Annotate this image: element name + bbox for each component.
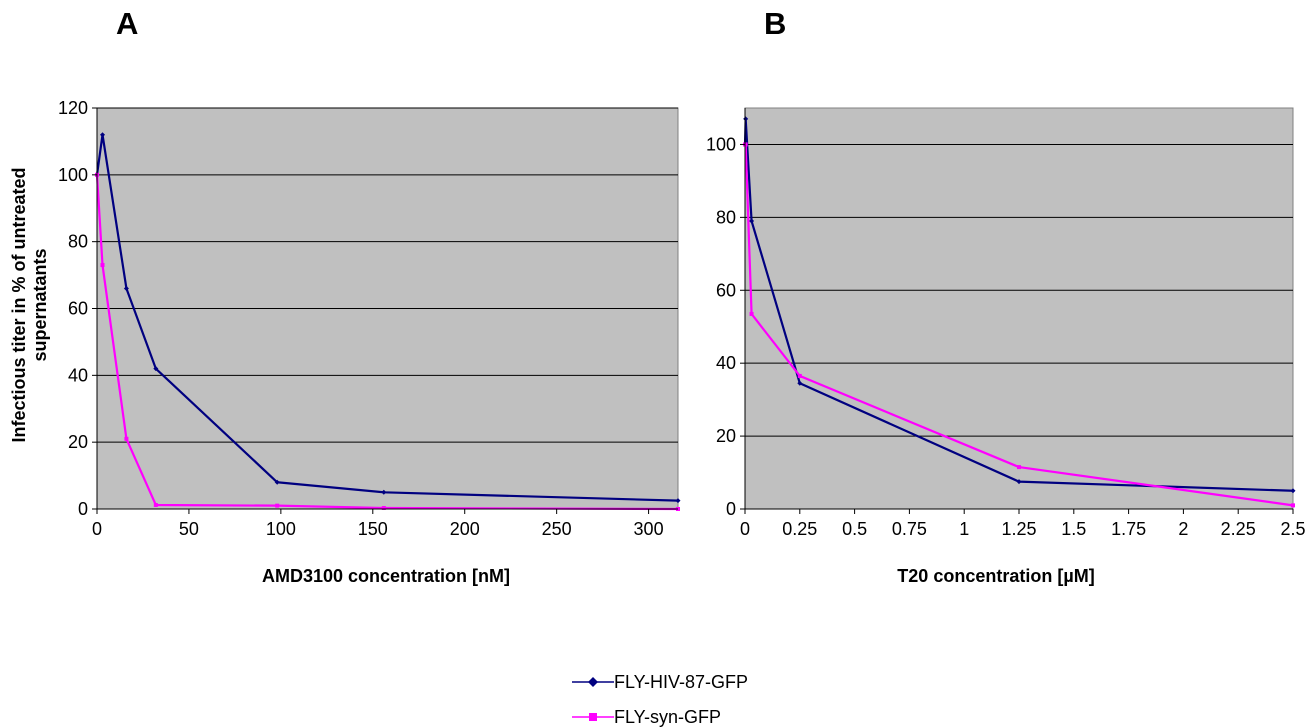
chart-legend: FLY-HIV-87-GFP FLY-syn-GFP xyxy=(572,672,892,727)
series-line-1 xyxy=(743,117,1294,492)
data-point-series1 xyxy=(274,479,280,485)
chart-panel-b: 0 20 40 60 80 100 0 0.25 0.5 0.75 1 1.25 1.5 1.75 2 2.… xyxy=(706,107,1306,586)
data-point-series1 xyxy=(797,380,803,386)
x-tick-label: 0.75 xyxy=(892,519,927,539)
legend-item-series2: FLY-syn-GFP xyxy=(572,707,721,727)
data-point-series1 xyxy=(743,116,749,122)
data-point-series2 xyxy=(100,263,105,268)
y-tick-label: 80 xyxy=(68,232,88,252)
y-tick-label: 20 xyxy=(716,426,736,446)
data-point-series1 xyxy=(749,218,755,224)
y-tick-label: 0 xyxy=(78,499,88,519)
x-tick-label: 0.25 xyxy=(782,519,817,539)
y-tick-label: 40 xyxy=(68,365,88,385)
data-point-series1 xyxy=(153,366,159,372)
x-ticks-b: 0 0.25 0.5 0.75 1 1.25 1.5 1.75 2 2.25 2.5 xyxy=(740,508,1306,539)
x-axis-title-a: AMD3100 concentration [nM] xyxy=(262,566,510,586)
x-tick-label: 1.25 xyxy=(1001,519,1036,539)
legend-marker-series2-icon xyxy=(572,713,614,721)
data-point-series2 xyxy=(1017,465,1021,470)
data-point-series2 xyxy=(381,505,386,510)
data-point-series1 xyxy=(123,285,129,291)
panel-b-label: B xyxy=(764,6,787,41)
y-axis-title-a-line2: supernatants xyxy=(30,248,50,361)
x-tick-label: 0 xyxy=(92,519,102,539)
x-tick-label: 300 xyxy=(634,519,664,539)
y-tick-label: 120 xyxy=(58,98,88,118)
legend-marker-series1-icon xyxy=(572,677,614,687)
y-tick-label: 0 xyxy=(726,499,736,519)
x-tick-label: 2 xyxy=(1178,519,1188,539)
gridlines-b xyxy=(745,143,1293,437)
panel-a-label: A xyxy=(116,6,139,41)
y-ticks-b: 0 20 40 60 80 100 xyxy=(706,108,746,519)
y-tick-label: 80 xyxy=(716,207,736,227)
plot-area-b xyxy=(744,107,1294,510)
data-point-series2 xyxy=(124,436,129,441)
series-group-b xyxy=(742,116,1296,508)
y-tick-label: 60 xyxy=(68,299,88,319)
data-point-series2 xyxy=(275,503,280,508)
x-tick-label: 2.25 xyxy=(1221,519,1256,539)
series-group-a xyxy=(94,132,681,511)
legend-item-series1: FLY-HIV-87-GFP xyxy=(572,672,748,692)
x-tick-label: 200 xyxy=(450,519,480,539)
y-ticks-a: 0 20 40 60 80 100 120 xyxy=(58,98,98,519)
data-point-series1 xyxy=(675,498,681,504)
legend-label-series1: FLY-HIV-87-GFP xyxy=(614,671,749,692)
x-tick-label: 1 xyxy=(959,519,969,539)
x-tick-label: 250 xyxy=(542,519,572,539)
y-tick-label: 100 xyxy=(706,134,736,154)
x-axis-title-b: T20 concentration [µM] xyxy=(897,566,1094,586)
x-tick-label: 50 xyxy=(179,519,199,539)
y-tick-label: 60 xyxy=(716,280,736,300)
x-tick-label: 150 xyxy=(358,519,388,539)
y-axis-title-a-line1: Infectious titer in % of untreated xyxy=(9,167,29,442)
gridlines-a xyxy=(97,107,678,443)
x-tick-label: 0 xyxy=(740,519,750,539)
data-point-series1 xyxy=(100,132,106,138)
x-tick-label: 1.5 xyxy=(1061,519,1086,539)
x-tick-label: 2.5 xyxy=(1280,519,1305,539)
x-ticks-a: 0 50 100 150 200 250 300 xyxy=(92,508,678,539)
data-point-series2 xyxy=(153,502,158,507)
chart-panel-a: 0 20 40 60 80 100 120 0 50 100 150 200 250 300 Infec… xyxy=(9,98,681,586)
data-point-series2 xyxy=(797,373,802,378)
data-point-series1 xyxy=(1290,488,1296,494)
x-tick-label: 0.5 xyxy=(842,519,867,539)
legend-label-series2: FLY-syn-GFP xyxy=(614,706,722,727)
data-point-series2 xyxy=(749,311,754,316)
data-point-series1 xyxy=(1016,479,1022,485)
y-tick-label: 20 xyxy=(68,432,88,452)
y-tick-label: 40 xyxy=(716,353,736,373)
data-point-series2 xyxy=(1291,503,1295,508)
data-point-series2 xyxy=(743,142,748,147)
y-tick-label: 100 xyxy=(58,165,88,185)
x-tick-label: 1.75 xyxy=(1111,519,1146,539)
x-tick-label: 100 xyxy=(266,519,296,539)
data-point-series1 xyxy=(381,489,387,495)
